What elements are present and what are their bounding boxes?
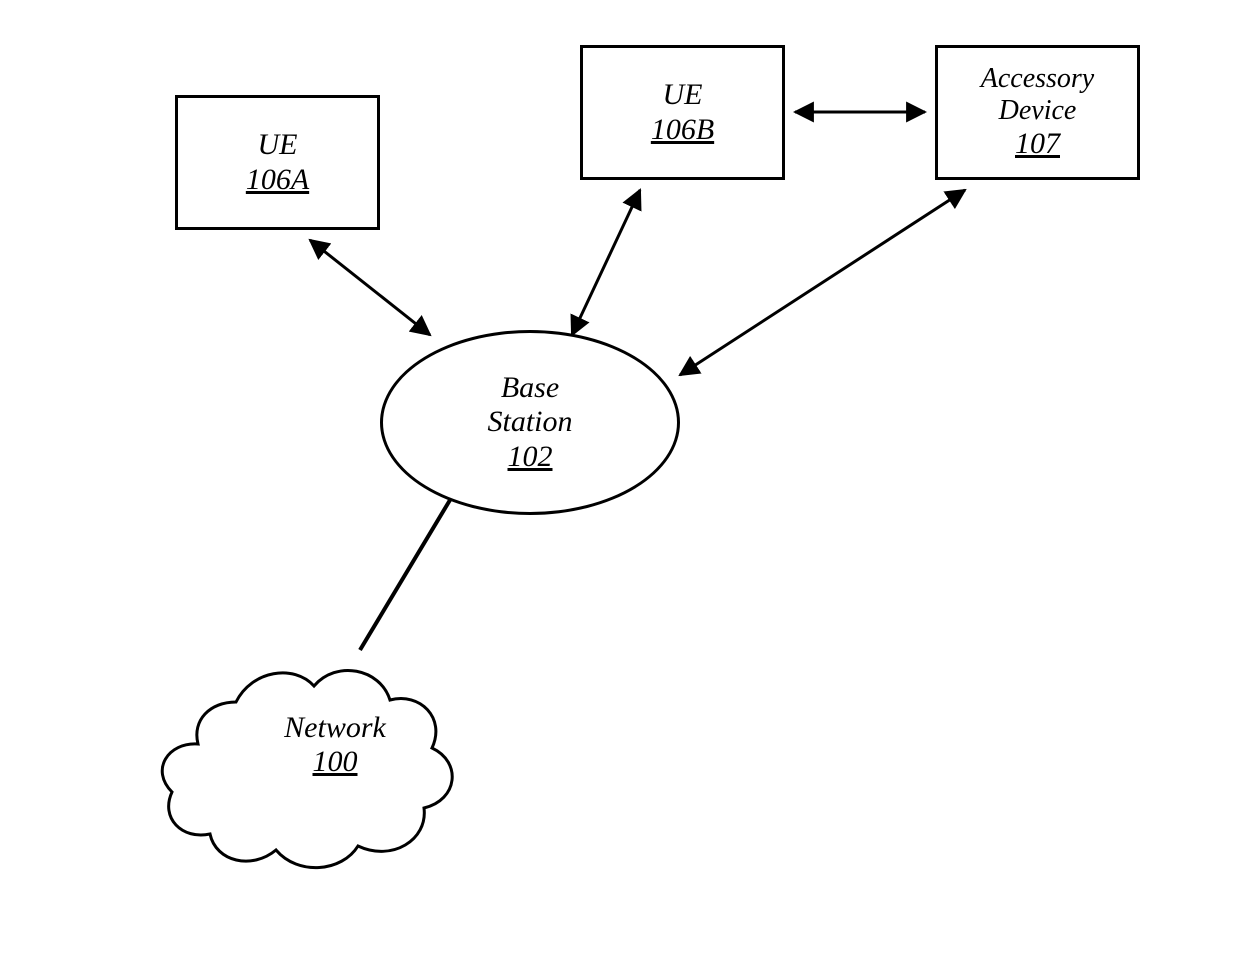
ue-b-id: 106B (651, 113, 714, 148)
base-station-title: BaseStation (487, 371, 572, 440)
accessory-title: AccessoryDevice (981, 63, 1095, 127)
network-title: Network (284, 711, 386, 746)
network-id: 100 (313, 745, 358, 780)
node-ue-a: UE 106A (175, 95, 380, 230)
node-ue-b: UE 106B (580, 45, 785, 180)
node-network: Network 100 (245, 705, 425, 785)
edge-ueB-bs (572, 190, 640, 335)
edge-acc-bs (680, 190, 965, 375)
edge-ueA-bs (310, 240, 430, 335)
ue-a-id: 106A (246, 163, 309, 198)
node-base-station: BaseStation 102 (380, 330, 680, 515)
accessory-id: 107 (1015, 127, 1060, 162)
node-accessory-device: AccessoryDevice 107 (935, 45, 1140, 180)
ue-a-title: UE (258, 128, 298, 163)
ue-b-title: UE (663, 78, 703, 113)
diagram-canvas: UE 106A UE 106B AccessoryDevice 107 Base… (0, 0, 1240, 960)
edge-bs-net (360, 500, 450, 650)
base-station-id: 102 (508, 440, 553, 475)
